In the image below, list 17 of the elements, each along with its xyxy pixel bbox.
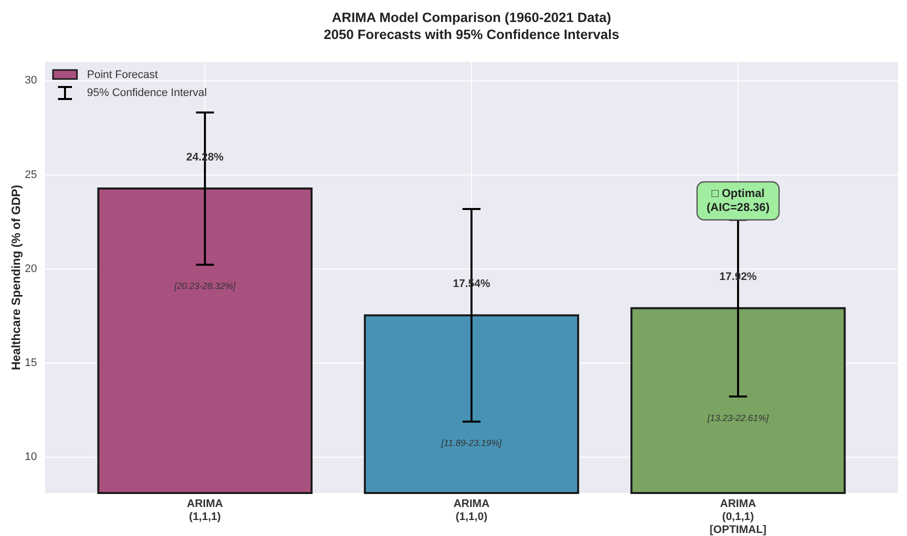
y-tick-label: 10 — [24, 451, 37, 464]
y-tick-label: 15 — [24, 357, 37, 370]
x-tick-label: ARIMA (1,1,0) — [453, 498, 490, 523]
y-axis-title: Healthcare Spending (% of GDP) — [9, 184, 23, 370]
legend-label: Point Forecast — [87, 68, 158, 81]
y-tick-label: 30 — [24, 74, 37, 87]
x-tick-label: ARIMA (0,1,1) [OPTIMAL] — [710, 498, 767, 536]
annotation: 95% Confidence Interval — [87, 86, 207, 99]
annotation: □ Optimal (AIC=28.36) — [706, 188, 770, 214]
x-tick-label: ARIMA (1,1,1) — [186, 498, 224, 523]
annotation: [20.23-28.32%] — [173, 281, 236, 292]
annotation: [13.23-22.61%] — [706, 412, 770, 423]
chart-subtitle: 2050 Forecasts with 95% Confidence Intervals — [324, 27, 620, 42]
chart-title: ARIMA Model Comparison (1960-2021 Data) — [332, 10, 612, 25]
annotation: [11.89-23.19%] — [440, 438, 502, 448]
y-tick-label: 20 — [24, 262, 37, 275]
y-tick-label: 25 — [24, 168, 37, 181]
